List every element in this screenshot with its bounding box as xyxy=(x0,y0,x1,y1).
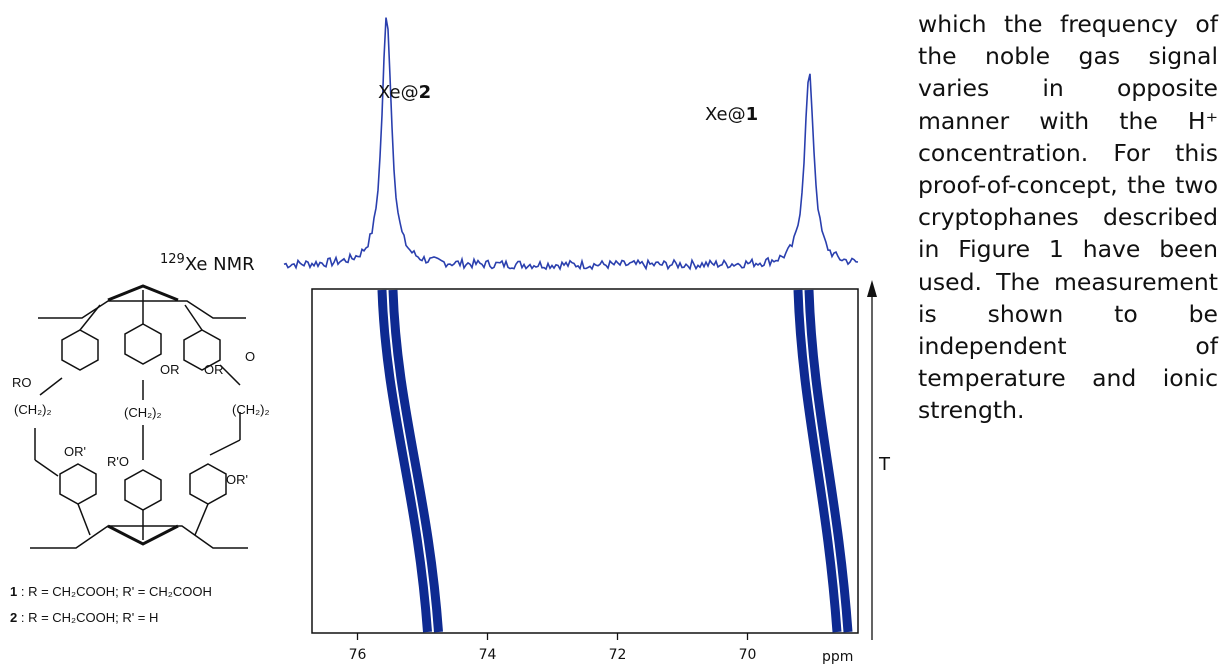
contour-xe-2-0 xyxy=(377,289,432,633)
cap-bottom-bold xyxy=(107,524,179,546)
or-prime-label: OR' xyxy=(64,444,86,459)
ring-bottom-right xyxy=(189,463,227,505)
or-label-right: OR xyxy=(204,362,224,377)
ch2-label-right: (CH₂)₂ xyxy=(232,402,270,417)
cap-top-bridge xyxy=(38,300,246,319)
cap-top-bold xyxy=(107,284,179,302)
temperature-axis-label: T xyxy=(878,454,891,475)
figure: RO OR OR O (CH₂)₂ (CH₂)₂ (CH₂)₂ OR' R'O … xyxy=(10,17,891,665)
cap-bottom-bridge xyxy=(30,525,248,549)
compound-1-definition: 1 : R = CH₂COOH; R' = CH₂COOH xyxy=(10,584,212,599)
ring-bottom-left xyxy=(59,463,97,505)
x-tick-label-70: 70 xyxy=(739,647,757,663)
spectrum-trace xyxy=(283,17,859,272)
or-label: OR xyxy=(160,362,180,377)
nmr-axis-label: 129Xe NMR xyxy=(160,252,255,275)
ring-top-left xyxy=(61,329,99,371)
compound-2-definition: 2 : R = CH₂COOH; R' = H xyxy=(10,610,158,625)
ring-top-right xyxy=(183,329,221,371)
x-axis-ticks: 76 74 72 70 xyxy=(349,633,757,663)
cryptophane-structure xyxy=(30,284,248,549)
ch2-label-center: (CH₂)₂ xyxy=(124,405,162,420)
contour-xe-1-0 xyxy=(793,289,842,633)
x-tick-label-76: 76 xyxy=(349,647,367,663)
x-tick-label-74: 74 xyxy=(479,647,497,663)
temperature-contours xyxy=(377,289,853,633)
peak-label-xe2: Xe@2 xyxy=(378,82,431,103)
x-tick-label-72: 72 xyxy=(609,647,627,663)
contour-xe-2-1 xyxy=(388,289,443,633)
or-prime-label-right: OR' xyxy=(226,472,248,487)
ro-label: RO xyxy=(12,375,32,390)
body-paragraph: which the frequency of the noble gas sig… xyxy=(918,10,1218,425)
r-prime-o-label: R'O xyxy=(107,454,129,469)
peak-label-xe1: Xe@1 xyxy=(705,104,758,125)
ring-bottom-center xyxy=(124,469,162,511)
ring-top-center xyxy=(124,323,162,365)
plot-frame xyxy=(311,288,859,634)
x-axis-unit: ppm xyxy=(822,649,853,665)
temperature-arrow-head xyxy=(867,280,877,297)
ch2-label-left: (CH₂)₂ xyxy=(14,402,52,417)
oxygen-label: O xyxy=(245,349,255,364)
structure-labels: RO OR OR O (CH₂)₂ (CH₂)₂ (CH₂)₂ OR' R'O … xyxy=(10,349,270,625)
contour-xe-1-1 xyxy=(804,289,853,633)
